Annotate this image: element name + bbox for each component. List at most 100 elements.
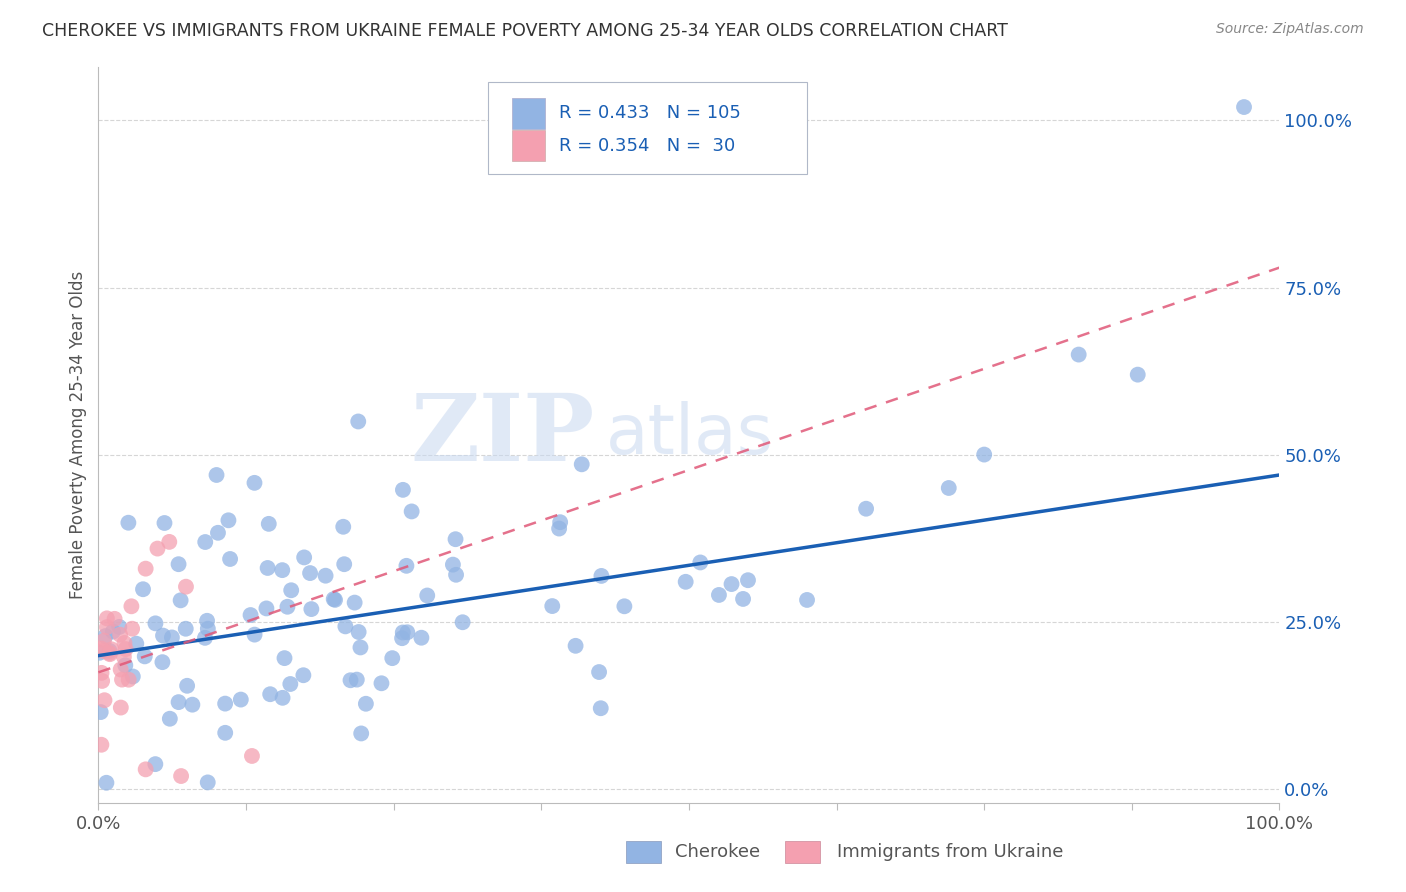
Point [273,651,295,665]
Point [257,516,280,531]
Point [731,591,754,606]
FancyBboxPatch shape [512,130,546,161]
FancyBboxPatch shape [512,98,546,128]
Point [444,532,467,546]
Point [90,641,112,656]
Point [145,616,167,631]
Point [169,593,191,607]
Point [174,580,197,594]
Point [548,515,571,529]
Point [167,695,190,709]
Point [94,629,117,643]
Point [391,631,413,645]
Point [214,697,236,711]
Point [254,601,277,615]
Point [111,673,134,687]
Point [240,749,263,764]
Point [347,414,370,428]
Point [347,625,370,640]
Point [143,757,166,772]
Point [689,556,711,570]
Point [299,602,322,616]
Point [370,676,392,690]
Point [104,612,127,626]
Point [278,677,301,691]
Point [396,625,419,640]
Point [114,642,136,657]
Text: ZIP: ZIP [411,390,595,480]
Point [444,567,467,582]
Point [271,690,294,705]
Point [259,687,281,701]
Point [108,628,131,642]
Point [292,550,315,565]
Point [938,481,960,495]
Point [214,726,236,740]
Point [167,558,190,572]
Point [271,563,294,577]
Point [98,646,121,660]
Point [153,516,176,530]
Text: Immigrants from Ukraine: Immigrants from Ukraine [837,843,1063,861]
Text: Source: ZipAtlas.com: Source: ZipAtlas.com [1216,22,1364,37]
Point [110,700,132,714]
FancyBboxPatch shape [488,81,807,174]
Point [98,647,121,661]
Point [707,588,730,602]
Point [125,637,148,651]
Point [548,522,571,536]
Point [395,558,418,573]
Point [90,705,112,719]
Point [343,596,366,610]
Point [855,501,877,516]
Point [91,673,114,688]
Point [350,726,373,740]
Point [89,646,111,660]
Point [159,712,181,726]
Point [401,504,423,518]
Point [564,639,586,653]
Point [541,599,564,613]
Point [346,673,368,687]
Point [276,599,298,614]
Point [108,620,131,634]
Point [96,620,118,634]
Point [152,655,174,669]
Point [135,562,157,576]
Point [392,483,415,497]
Point [441,558,464,572]
Point [217,513,239,527]
Point [112,649,135,664]
Point [571,458,593,472]
Point [181,698,204,712]
Point [157,534,180,549]
Point [197,622,219,636]
Point [96,776,118,790]
Point [134,649,156,664]
Point [195,614,218,628]
Point [256,561,278,575]
Point [90,665,112,680]
Text: Cherokee: Cherokee [675,843,761,861]
Text: R = 0.354   N =  30: R = 0.354 N = 30 [560,136,735,154]
Point [194,535,217,549]
Point [323,593,346,607]
Point [299,566,322,580]
Point [132,582,155,597]
Point [332,520,354,534]
Y-axis label: Female Poverty Among 25-34 Year Olds: Female Poverty Among 25-34 Year Olds [69,271,87,599]
Point [391,625,413,640]
Point [152,629,174,643]
Point [205,467,228,482]
Point [1067,347,1090,362]
Point [93,693,115,707]
Point [121,622,143,636]
Point [796,593,818,607]
Point [339,673,361,688]
Point [93,633,115,648]
Point [219,552,242,566]
Point [121,669,143,683]
Point [239,608,262,623]
Point [120,599,142,614]
Point [588,665,610,679]
